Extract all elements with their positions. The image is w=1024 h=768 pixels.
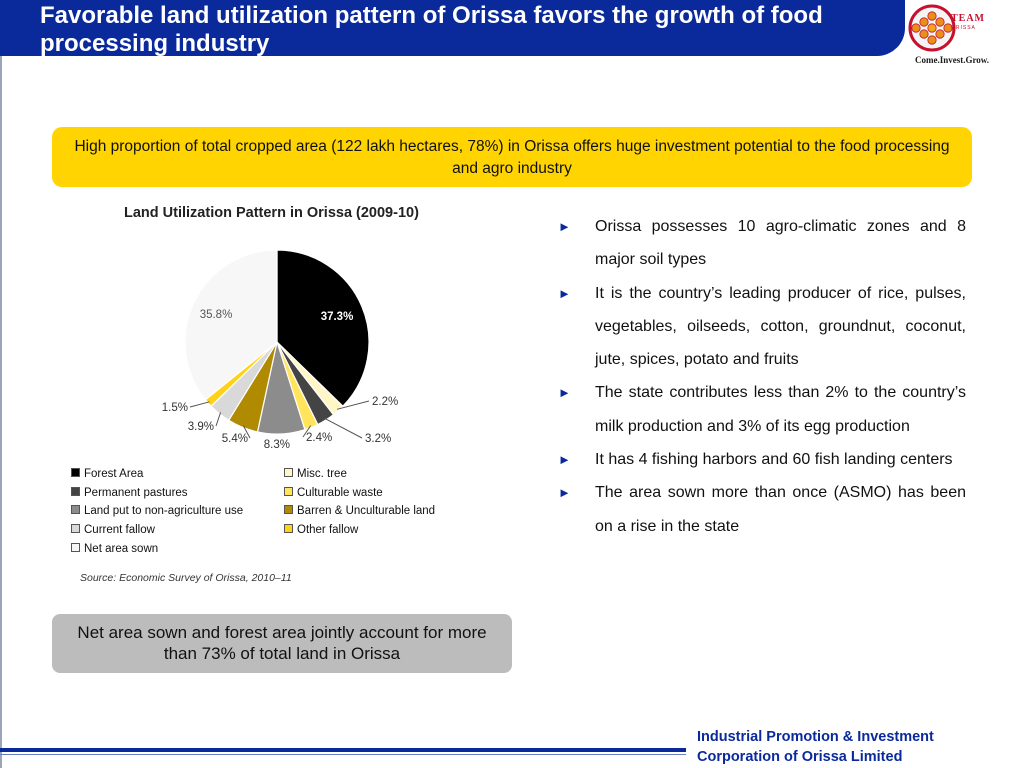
legend-item: Barren & Unculturable land [284, 505, 435, 517]
pie-data-label: 3.9% [188, 421, 214, 433]
pie-data-label: 5.4% [222, 433, 248, 445]
pie-data-label: 2.2% [372, 396, 398, 408]
source-note: Source: Economic Survey of Orissa, 2010–… [80, 572, 292, 584]
legend-label: Permanent pastures [84, 486, 188, 499]
logo-cell-icon [943, 23, 953, 33]
pie-data-label: 37.3% [321, 311, 354, 323]
pie-chart: 37.3% 2.2% 3.2% 2.4% 8.3% 5.4% 3.9%1.5% 35.8% [162, 249, 398, 451]
legend-item: Other fallow [284, 524, 358, 536]
legend-swatch [284, 505, 293, 515]
bullet-text: Orissa possesses 10 agro-climatic zones … [595, 218, 966, 269]
legend-swatch [71, 486, 80, 496]
legend-label: Misc. tree [297, 468, 347, 480]
pie-data-label: 3.2% [365, 433, 391, 445]
left-border [0, 0, 2, 768]
legend-swatch [284, 486, 293, 496]
legend-swatch [71, 542, 80, 552]
pie-slice-forest-area [276, 249, 370, 408]
logo-tagline: Come.Invest.Grow. [914, 55, 990, 65]
legend-item: Land put to non-agriculture use [71, 505, 243, 517]
bullet-item: ► Orissa possesses 10 agro-climatic zones… [558, 210, 966, 277]
logo-orissa-text: ORISSA [951, 25, 976, 31]
pie-data-label: 8.3% [264, 439, 290, 451]
pie-leader-line [324, 417, 363, 439]
legend-label: Current fallow [84, 524, 155, 537]
legend-label: Land put to non-agriculture use [84, 505, 244, 518]
footer-rule [0, 748, 686, 752]
bullet-list: ► Orissa possesses 10 agro-climatic zones… [558, 210, 966, 543]
logo-cell-icon [927, 11, 937, 21]
legend-swatch [71, 468, 80, 477]
legend-item: Net area sown [71, 542, 159, 555]
legend-label: Forest Area [84, 468, 144, 480]
bullet-text: It is the country’s leading producer of … [595, 284, 966, 369]
bullet-item: ► The area sown more than once (ASMO) has… [558, 476, 966, 543]
pie-data-label: 2.4% [306, 432, 332, 444]
bullet-item: ► The state contributes less than 2% to t… [558, 376, 966, 443]
legend-swatch [284, 524, 293, 534]
bullet-arrow-icon: ► [558, 485, 571, 501]
bullet-arrow-icon: ► [558, 385, 571, 401]
logo-emblem-icon [908, 4, 956, 52]
logo-cell-icon [911, 23, 921, 33]
footer-line-2: Corporation of Orissa Limited [697, 749, 903, 765]
highlight-banner: High proportion of total cropped area (1… [52, 127, 972, 187]
pie-leader-line [189, 401, 210, 408]
legend-label: Culturable waste [297, 486, 383, 499]
bullet-arrow-icon: ► [558, 452, 571, 468]
logo-cell-icon [935, 29, 945, 39]
bullet-item: ► It is the country’s leading producer of… [558, 277, 966, 377]
logo-cell-icon [927, 35, 937, 45]
legend-swatch [71, 505, 80, 515]
legend-item: Culturable waste [284, 486, 383, 499]
legend-item: Forest Area [71, 468, 143, 480]
team-orissa-logo [905, 0, 1000, 70]
bullet-item: ► It has 4 fishing harbors and 60 fish la… [558, 443, 966, 476]
footer-rule-thin [0, 754, 686, 755]
pie-leader-line [215, 412, 222, 427]
logo-cell-icon [935, 17, 945, 27]
legend-item: Misc. tree [284, 468, 347, 480]
legend-label: Other fallow [297, 524, 359, 537]
pie-data-label: 1.5% [162, 402, 188, 414]
bullet-arrow-icon: ► [558, 219, 571, 234]
logo-team-text: TEAM [951, 13, 985, 24]
summary-callout: Net area sown and forest area jointly ac… [52, 614, 512, 673]
bullet-text: The state contributes less than 2% to th… [595, 384, 966, 435]
chart-title: Land Utilization Pattern in Orissa (2009… [124, 205, 419, 221]
legend-label: Barren & Unculturable land [297, 505, 436, 518]
pie-data-label: 35.8% [200, 309, 233, 321]
logo-cell-icon [927, 23, 937, 33]
bullet-text: The area sown more than once (ASMO) has … [595, 484, 966, 535]
bullet-arrow-icon: ► [558, 285, 571, 301]
pie-leader-line [336, 400, 370, 410]
slide-title: Favorable land utilization pattern of Or… [40, 2, 823, 57]
footer-org-name: Industrial Promotion & Investment Corpor… [697, 727, 934, 767]
footer-line-1: Industrial Promotion & Investment [697, 729, 934, 745]
logo-cell-icon [919, 17, 929, 27]
pie-slice-net-area-sown [184, 249, 278, 401]
pie-leader-line [242, 425, 251, 439]
legend-swatch [71, 524, 80, 534]
pie-leader-line [302, 425, 312, 438]
logo-cell-icon [919, 29, 929, 39]
legend-item: Current fallow [71, 524, 155, 536]
bullet-text: It has 4 fishing harbors and 60 fish lan… [595, 451, 953, 469]
legend-item: Permanent pastures [71, 486, 188, 499]
legend-label: Net area sown [84, 542, 159, 555]
legend-swatch [284, 468, 293, 477]
title-bar [0, 0, 905, 56]
